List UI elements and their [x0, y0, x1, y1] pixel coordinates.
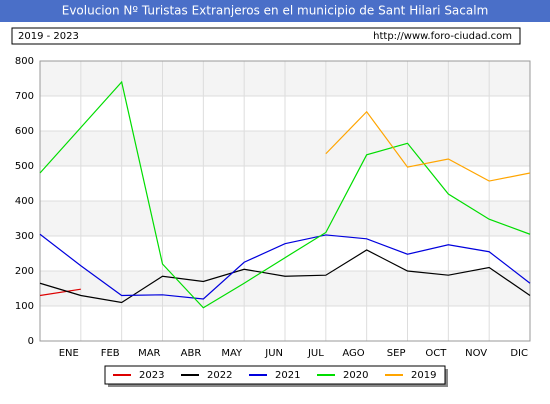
- legend-box: [104, 365, 446, 385]
- legend-label: 2019: [411, 370, 436, 381]
- line-series: [39, 80, 531, 309]
- y-tick-label: 200: [15, 266, 34, 277]
- line-series: [39, 233, 531, 300]
- line-series: [325, 110, 531, 182]
- y-tick-label: 300: [15, 231, 34, 242]
- x-tick-label: FEB: [101, 348, 120, 359]
- legend-label: 2021: [275, 370, 300, 381]
- x-tick-label: NOV: [465, 348, 487, 359]
- line-series: [39, 288, 81, 297]
- x-tick-label: OCT: [425, 348, 447, 359]
- plot-frame: [39, 60, 531, 342]
- legend-label: 2020: [343, 370, 368, 381]
- x-tick-label: JUL: [307, 348, 324, 359]
- legend-label: 2022: [207, 370, 232, 381]
- x-tick-label: MAY: [221, 348, 243, 359]
- title-bar: [0, 0, 550, 22]
- legend-label: 2023: [139, 370, 164, 381]
- x-tick-label: AGO: [342, 348, 364, 359]
- y-tick-label: 0: [28, 336, 34, 347]
- x-tick-label: ABR: [181, 348, 202, 359]
- x-tick-label: JUN: [264, 348, 283, 359]
- x-tick-label: ENE: [59, 348, 79, 359]
- line-series: [39, 249, 531, 304]
- chart-title: Evolucion Nº Turistas Extranjeros en el …: [62, 4, 489, 18]
- subtitle-box: [11, 27, 521, 45]
- y-tick-label: 700: [15, 91, 34, 102]
- subtitle: 2019 - 2023: [18, 31, 79, 42]
- x-tick-label: SEP: [387, 348, 406, 359]
- x-tick-label: MAR: [138, 348, 160, 359]
- y-tick-label: 800: [15, 56, 34, 67]
- x-tick-label: DIC: [510, 348, 528, 359]
- y-tick-label: 600: [15, 126, 34, 137]
- y-tick-label: 100: [15, 301, 34, 312]
- y-tick-label: 400: [15, 196, 34, 207]
- source: http://www.foro-ciudad.com: [373, 31, 512, 42]
- y-tick-label: 500: [15, 161, 34, 172]
